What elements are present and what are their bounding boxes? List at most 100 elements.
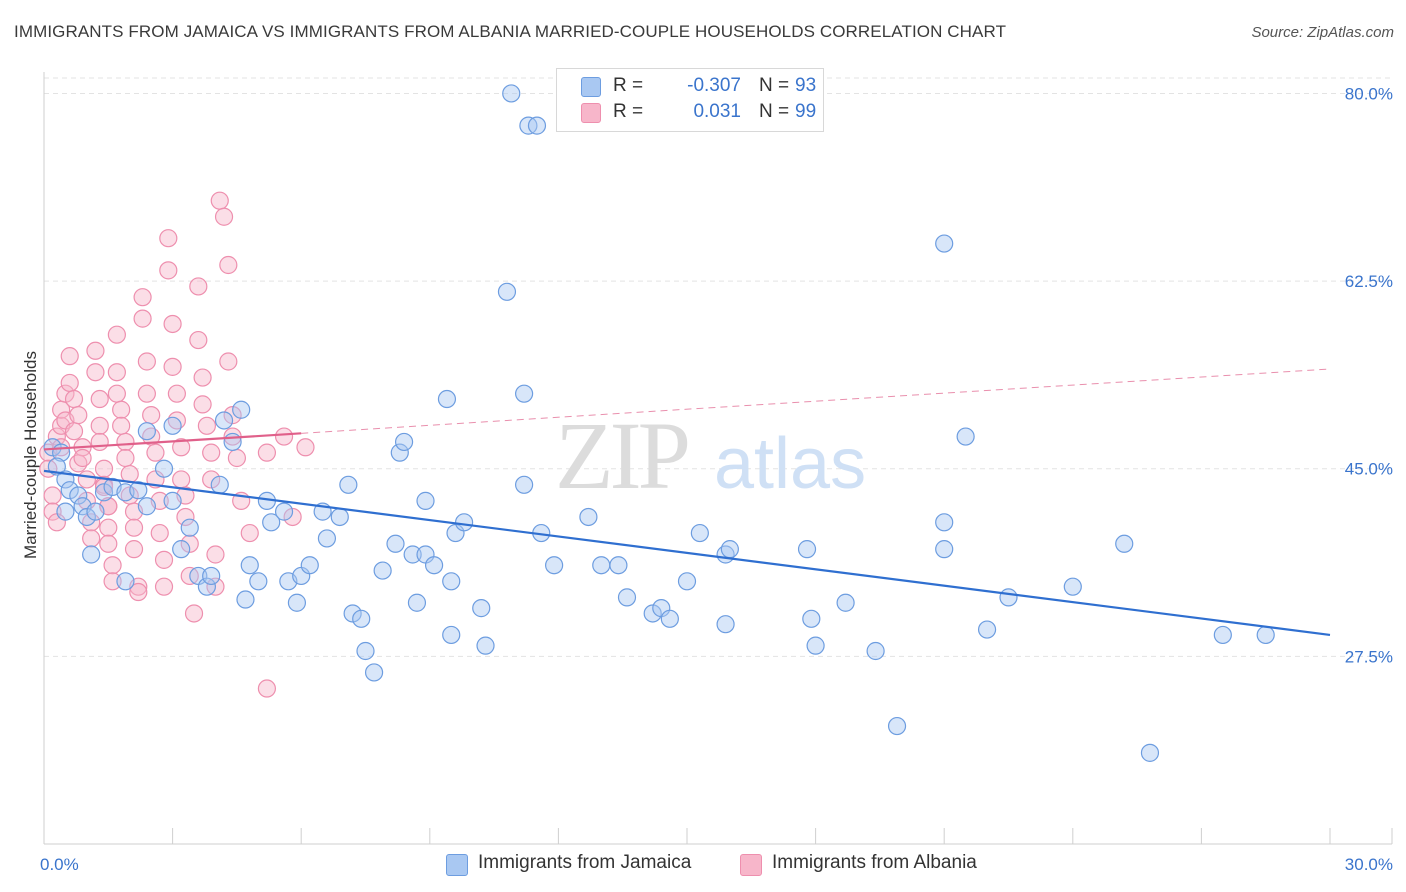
jamaica-point (77, 507, 96, 527)
legend-r-label: R = (613, 75, 644, 96)
jamaica-point (527, 116, 547, 135)
albania-point (189, 277, 208, 296)
jamaica-point (720, 540, 739, 559)
albania-point (283, 507, 302, 527)
albania-point (167, 384, 186, 403)
jamaica-point (836, 593, 855, 612)
albania-point (296, 438, 315, 457)
jamaica-point (643, 604, 662, 623)
albania-point (210, 191, 229, 210)
albania-point (107, 325, 126, 344)
tick-label-layer: 80.0% 62.5% 45.0% 27.5% 0.0% 30.0% (40, 84, 1393, 874)
jamaica-point (677, 572, 697, 591)
jamaica-point (86, 502, 105, 521)
albania-point (146, 443, 165, 462)
albania-point (103, 572, 122, 591)
jamaica-point (866, 641, 885, 661)
jamaica-point (437, 389, 457, 409)
watermark-atlas: atlas (714, 424, 866, 504)
albania-point (129, 582, 148, 602)
jamaica-point (416, 491, 435, 510)
albania-point (99, 534, 118, 553)
stats-legend: R = -0.307 N = 93 R = 0.031 N = 99 (556, 68, 824, 132)
axis-layer (43, 72, 1393, 845)
jamaica-point (442, 625, 461, 645)
jamaica-point (249, 572, 268, 591)
jamaica-point (94, 483, 114, 502)
trendline-jamaica (43, 469, 1331, 637)
albania-point (219, 352, 238, 371)
bottom-legend-label-jamaica: Immigrants from Jamaica (478, 852, 692, 873)
legend-r-value-albania: 0.031 (693, 101, 741, 122)
jamaica-point (407, 593, 427, 612)
trendline-layer (43, 368, 1331, 637)
legend-n-label: N = (759, 75, 790, 96)
jamaica-point (223, 432, 242, 452)
jamaica-point (300, 556, 319, 575)
albania-point (43, 502, 62, 521)
bottom-legend-label-albania: Immigrants from Albania (772, 852, 977, 873)
albania-point (43, 486, 62, 505)
jamaica-point (163, 491, 182, 510)
y-tick-label: 45.0% (1345, 460, 1393, 479)
albania-point (124, 540, 144, 559)
albania-point (112, 400, 131, 419)
albania-point (112, 416, 131, 435)
albania-point (82, 529, 101, 548)
chart-title: IMMIGRANTS FROM JAMAICA VS IMMIGRANTS FR… (14, 22, 1007, 41)
albania-point (133, 288, 152, 307)
jamaica-point (515, 475, 534, 494)
bottom-legend-swatch-jamaica (446, 854, 468, 876)
jamaica-point (240, 556, 259, 575)
legend-r-value-jamaica: -0.307 (687, 75, 741, 96)
albania-point (124, 518, 144, 537)
albania-point (103, 556, 122, 575)
albania-point (159, 229, 178, 248)
albania-point (56, 384, 75, 403)
jamaica-point (163, 416, 182, 435)
albania-point (137, 352, 156, 371)
albania-point (159, 261, 178, 280)
jamaica-point (592, 556, 611, 575)
albania-point (180, 534, 199, 553)
albania-point (257, 679, 277, 698)
trendline-albania-projection (301, 368, 1331, 434)
jamaica-point (287, 593, 307, 612)
albania-point (116, 448, 135, 468)
jamaica-point (82, 545, 101, 564)
source-label: Source: ZipAtlas.com (1251, 24, 1394, 41)
jamaica-point (129, 481, 148, 500)
albania-point (64, 422, 84, 441)
albania-point (154, 577, 174, 596)
albania-point (184, 604, 204, 623)
albania-point (69, 406, 88, 425)
y-tick-label: 27.5% (1345, 647, 1393, 666)
jamaica-point (352, 609, 371, 628)
jamaica-point (274, 502, 294, 521)
x-tick-label: 0.0% (40, 855, 79, 874)
jamaica-point (202, 566, 221, 586)
jamaica-point (403, 545, 422, 564)
jamaica-point (476, 636, 495, 655)
jamaica-point (180, 518, 199, 537)
albania-point (223, 406, 242, 425)
albania-points (39, 191, 315, 698)
jamaica-point (232, 400, 251, 419)
albania-point (77, 470, 96, 489)
albania-point (219, 255, 238, 275)
jamaica-point (999, 588, 1018, 607)
legend-swatch-jamaica (581, 77, 601, 97)
albania-point (90, 416, 109, 435)
albania-point (227, 448, 246, 468)
albania-point (206, 545, 225, 564)
jamaica-point (69, 486, 88, 505)
legend-n-label: N = (759, 101, 790, 122)
jamaica-point (60, 481, 79, 500)
y-tick-label: 80.0% (1345, 84, 1393, 103)
jamaica-point (154, 459, 174, 478)
jamaica-point (56, 502, 75, 521)
jamaica-point (609, 556, 628, 575)
jamaica-point (172, 540, 191, 559)
albania-point (202, 443, 221, 462)
